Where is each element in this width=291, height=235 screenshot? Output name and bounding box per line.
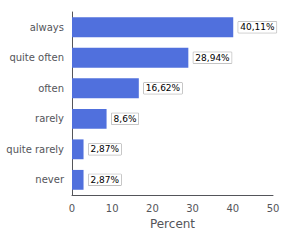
svg-text:40,11%: 40,11% — [240, 22, 275, 32]
svg-text:30: 30 — [186, 203, 199, 214]
svg-text:often: often — [38, 83, 64, 94]
svg-text:28,94%: 28,94% — [195, 53, 230, 63]
svg-text:16,62%: 16,62% — [146, 83, 181, 93]
svg-text:8,6%: 8,6% — [114, 114, 137, 124]
svg-text:2,87%: 2,87% — [91, 175, 120, 185]
svg-text:always: always — [30, 22, 64, 33]
svg-text:quite often: quite often — [9, 52, 64, 63]
svg-text:40: 40 — [226, 203, 239, 214]
svg-text:0: 0 — [69, 203, 75, 214]
svg-text:50: 50 — [267, 203, 280, 214]
svg-text:never: never — [35, 174, 65, 185]
svg-text:rarely: rarely — [35, 113, 64, 124]
svg-text:quite rarely: quite rarely — [6, 144, 64, 155]
svg-text:2,87%: 2,87% — [91, 144, 120, 154]
svg-text:10: 10 — [106, 203, 119, 214]
svg-text:20: 20 — [146, 203, 159, 214]
svg-text:Percent: Percent — [150, 217, 195, 231]
